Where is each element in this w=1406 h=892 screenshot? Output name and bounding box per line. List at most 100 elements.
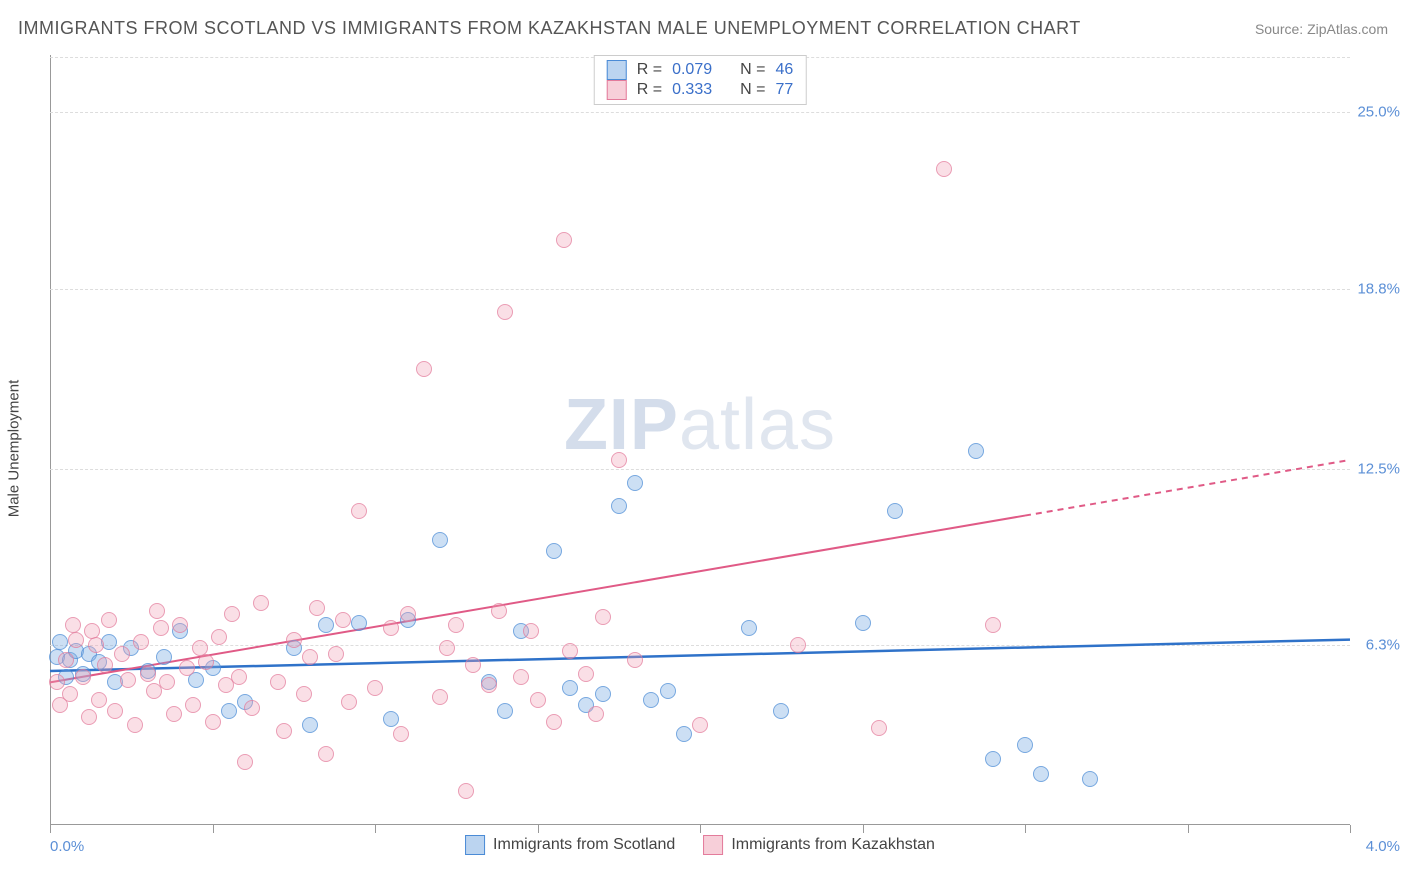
data-point xyxy=(985,617,1001,633)
data-point xyxy=(465,657,481,673)
y-tick-label: 6.3% xyxy=(1366,637,1400,654)
data-point xyxy=(660,683,676,699)
watermark: ZIPatlas xyxy=(564,384,836,466)
data-point xyxy=(270,674,286,690)
x-tick xyxy=(1025,825,1026,833)
data-point xyxy=(497,703,513,719)
x-tick xyxy=(1350,825,1351,833)
data-point xyxy=(432,532,448,548)
x-tick xyxy=(700,825,701,833)
data-point xyxy=(318,617,334,633)
data-point xyxy=(302,649,318,665)
x-tick xyxy=(375,825,376,833)
x-min-label: 0.0% xyxy=(50,838,84,855)
data-point xyxy=(351,615,367,631)
r-value-scotland: 0.079 xyxy=(672,61,712,79)
grid-line xyxy=(50,289,1350,290)
data-point xyxy=(1017,737,1033,753)
data-point xyxy=(286,632,302,648)
n-value-scotland: 46 xyxy=(775,61,793,79)
data-point xyxy=(62,686,78,702)
data-point xyxy=(439,640,455,656)
data-point xyxy=(52,634,68,650)
data-point xyxy=(81,709,97,725)
data-point xyxy=(224,606,240,622)
data-point xyxy=(91,692,107,708)
data-point xyxy=(530,692,546,708)
data-point xyxy=(790,637,806,653)
title-bar: IMMIGRANTS FROM SCOTLAND VS IMMIGRANTS F… xyxy=(18,18,1388,39)
data-point xyxy=(185,697,201,713)
data-point xyxy=(416,361,432,377)
data-point xyxy=(588,706,604,722)
data-point xyxy=(107,703,123,719)
swatch-scotland xyxy=(607,60,627,80)
data-point xyxy=(211,629,227,645)
data-point xyxy=(773,703,789,719)
source-attribution: Source: ZipAtlas.com xyxy=(1255,21,1388,37)
x-max-label: 4.0% xyxy=(1366,838,1400,855)
data-point xyxy=(244,700,260,716)
data-point xyxy=(562,643,578,659)
data-point xyxy=(101,612,117,628)
grid-line xyxy=(50,469,1350,470)
y-tick-label: 25.0% xyxy=(1357,104,1400,121)
data-point xyxy=(546,714,562,730)
data-point xyxy=(481,677,497,693)
data-point xyxy=(676,726,692,742)
data-point xyxy=(643,692,659,708)
data-point xyxy=(556,232,572,248)
data-point xyxy=(741,620,757,636)
data-point xyxy=(458,783,474,799)
y-tick-label: 12.5% xyxy=(1357,460,1400,477)
data-point xyxy=(367,680,383,696)
data-point xyxy=(198,654,214,670)
data-point xyxy=(97,657,113,673)
data-point xyxy=(351,503,367,519)
data-point xyxy=(871,720,887,736)
y-axis-line xyxy=(50,55,51,825)
data-point xyxy=(887,503,903,519)
x-tick xyxy=(1188,825,1189,833)
data-point xyxy=(546,543,562,559)
y-tick-label: 18.8% xyxy=(1357,280,1400,297)
data-point xyxy=(1033,766,1049,782)
data-point xyxy=(172,617,188,633)
data-point xyxy=(595,609,611,625)
data-point xyxy=(578,666,594,682)
data-point xyxy=(65,617,81,633)
data-point xyxy=(611,452,627,468)
data-point xyxy=(296,686,312,702)
data-point xyxy=(133,634,149,650)
data-point xyxy=(692,717,708,733)
n-value-kazakhstan: 77 xyxy=(775,81,793,99)
data-point xyxy=(627,652,643,668)
data-point xyxy=(432,689,448,705)
data-point xyxy=(114,646,130,662)
legend-row-scotland: R = 0.079 N = 46 xyxy=(607,60,794,80)
x-tick xyxy=(863,825,864,833)
data-point xyxy=(335,612,351,628)
data-point xyxy=(205,714,221,730)
series-legend: Immigrants from Scotland Immigrants from… xyxy=(465,835,935,855)
data-point xyxy=(302,717,318,733)
swatch-icon xyxy=(465,835,485,855)
x-tick xyxy=(213,825,214,833)
data-point xyxy=(497,304,513,320)
data-point xyxy=(400,606,416,622)
grid-line xyxy=(50,112,1350,113)
data-point xyxy=(341,694,357,710)
data-point xyxy=(855,615,871,631)
data-point xyxy=(49,674,65,690)
data-point xyxy=(149,603,165,619)
data-point xyxy=(159,674,175,690)
data-point xyxy=(179,660,195,676)
data-point xyxy=(523,623,539,639)
data-point xyxy=(448,617,464,633)
swatch-kazakhstan xyxy=(607,80,627,100)
data-point xyxy=(231,669,247,685)
data-point xyxy=(383,711,399,727)
data-point xyxy=(68,632,84,648)
data-point xyxy=(985,751,1001,767)
data-point xyxy=(627,475,643,491)
